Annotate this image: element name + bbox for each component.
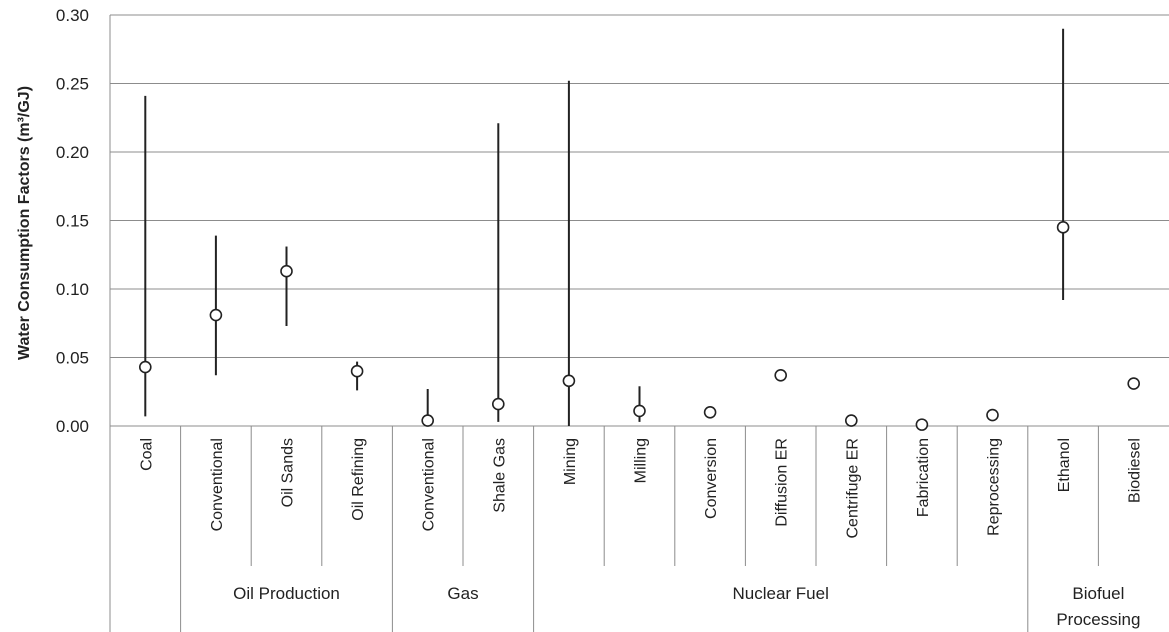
- y-tick-label: 0.05: [56, 349, 89, 368]
- category-label: Milling: [633, 438, 650, 483]
- category-label: Reprocessing: [986, 438, 1003, 536]
- category-label: Ethanol: [1056, 438, 1073, 492]
- category-label: Biodiesel: [1127, 438, 1144, 503]
- data-point: [774, 369, 788, 382]
- category-labels: Coal Conventional Oil Sands Oil Refining Con…: [138, 438, 1143, 539]
- group-label: Nuclear Fuel: [733, 584, 829, 603]
- data-point: [139, 360, 152, 374]
- gridlines: [110, 14, 1169, 427]
- data-point: [562, 374, 576, 388]
- group-labels: Oil Production Gas Nuclear Fuel Biofuel Proc…: [233, 584, 1140, 629]
- data-point: [915, 418, 929, 431]
- category-label: Oil Refining: [350, 438, 367, 521]
- data-point: [491, 397, 505, 411]
- category-label: Shale Gas: [491, 438, 508, 513]
- data-point: [1056, 221, 1070, 234]
- data-point: [421, 414, 435, 427]
- category-label: Oil Sands: [280, 438, 297, 507]
- data-point: [209, 308, 223, 322]
- category-label: Conventional: [421, 438, 438, 531]
- group-label: Oil Production: [233, 584, 340, 603]
- data-point: [350, 364, 364, 378]
- category-label: Conventional: [209, 438, 226, 531]
- y-axis-ticks: 0.00 0.05 0.10 0.15 0.20 0.25 0.30: [56, 6, 89, 436]
- y-axis-title: Water Consumption Factors (m³/GJ): [16, 86, 33, 360]
- category-label: Mining: [562, 438, 579, 485]
- y-tick-label: 0.00: [56, 417, 89, 436]
- data-point: [986, 408, 999, 422]
- data-point: [280, 264, 293, 278]
- group-label: Biofuel Processing: [1056, 584, 1140, 629]
- category-label: Fabrication: [915, 438, 932, 517]
- data-point: [844, 414, 858, 427]
- data-point: [633, 404, 646, 418]
- y-tick-label: 0.20: [56, 143, 89, 162]
- category-label: Centrifuge ER: [844, 438, 861, 539]
- y-tick-label: 0.25: [56, 75, 89, 94]
- category-label: Diffusion ER: [774, 438, 791, 527]
- data-point: [1127, 377, 1140, 390]
- category-label: Conversion: [703, 438, 720, 519]
- group-label: Gas: [447, 584, 478, 603]
- category-axis-lines: [109, 15, 1099, 632]
- y-tick-label: 0.30: [56, 6, 89, 25]
- data-marks: [139, 28, 1140, 431]
- data-point: [703, 405, 717, 419]
- y-tick-label: 0.10: [56, 280, 89, 299]
- category-label: Coal: [138, 438, 155, 471]
- y-tick-label: 0.15: [56, 212, 89, 231]
